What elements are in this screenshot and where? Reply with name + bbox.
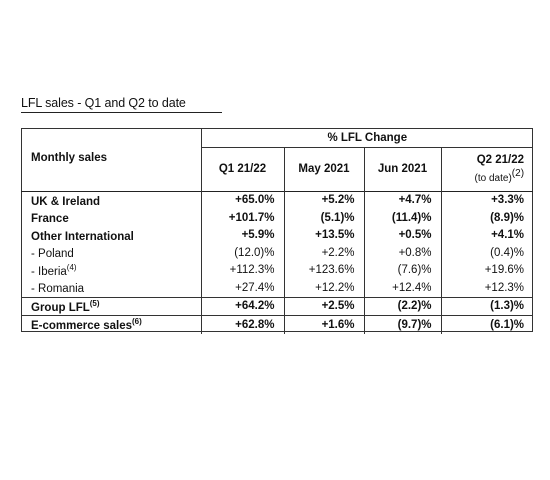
table-row-iberia: - Iberia(4) +112.3% +123.6% (7.6)% +19.6% [21, 261, 534, 280]
group-header-row: % LFL Change [21, 128, 534, 148]
table-cell: (5.1)% [283, 209, 364, 227]
row-footnote: (5) [89, 298, 100, 308]
table-cell: (11.4)% [363, 209, 441, 227]
row-label: France [21, 209, 201, 227]
column-header-jun: Jun 2021 [363, 147, 441, 191]
row-header: Monthly sales [31, 151, 108, 164]
column-header-q2: Q2 21/22 (to date)(2) [440, 147, 534, 191]
table-row-other-international: Other International +5.9% +13.5% +0.5% +4.1% [21, 226, 534, 245]
table-cell: (7.6)% [363, 261, 441, 279]
row-label: - Poland [21, 244, 201, 262]
column-header-q1: Q1 21/22 [200, 147, 284, 191]
table-cell: +12.2% [283, 279, 364, 297]
table-row-romania: - Romania +27.4% +12.2% +12.4% +12.3% [21, 279, 534, 297]
row-label: E-commerce sales(6) [21, 315, 201, 334]
row-label-text: Other International [31, 230, 134, 243]
row-label: Other International [21, 227, 201, 245]
row-label: - Romania [21, 279, 201, 297]
table-cell: +65.0% [200, 190, 284, 209]
table-row-poland: - Poland (12.0)% +2.2% +0.8% (0.4)% [21, 244, 534, 262]
table-cell: (9.7)% [363, 315, 441, 334]
table-cell: +2.5% [283, 296, 364, 316]
table-cell: (12.0)% [200, 244, 284, 262]
table-cell: +4.7% [363, 190, 441, 209]
table-cell: +5.2% [283, 190, 364, 209]
table-cell: (6.1)% [440, 315, 534, 334]
page-title: LFL sales - Q1 and Q2 to date [21, 96, 186, 110]
row-label-text: - Romania [31, 283, 85, 296]
table-cell: +12.4% [363, 279, 441, 297]
table-cell: +4.1% [440, 226, 534, 244]
table-cell: (8.9)% [440, 209, 534, 227]
row-footnote: (6) [132, 317, 142, 327]
row-label: - Iberia(4) [21, 262, 201, 280]
table-row-group-lfl: Group LFL(5) +64.2% +2.5% (2.2)% (1.3)% [21, 296, 534, 316]
row-label-text: - Poland [31, 248, 74, 261]
table-cell: +19.6% [440, 261, 534, 279]
table-cell: +62.8% [200, 315, 284, 334]
table-cell: +27.4% [200, 279, 284, 297]
table-cell: (2.2)% [363, 296, 441, 316]
table-cell: (0.4)% [440, 244, 534, 262]
table-cell: +13.5% [283, 226, 364, 244]
row-label-text: Group LFL [31, 301, 90, 314]
table-cell: +0.5% [363, 226, 441, 244]
table-cell: +64.2% [200, 296, 284, 316]
column-header-q2-label: Q2 21/22 [476, 153, 525, 166]
lfl-sales-table: % LFL Change Monthly sales Q1 21/22 May … [21, 128, 534, 334]
row-label: Group LFL(5) [21, 296, 201, 316]
table-cell: +1.6% [283, 315, 364, 334]
table-row-france: France +101.7% (5.1)% (11.4)% (8.9)% [21, 209, 534, 227]
table-cell: +0.8% [363, 244, 441, 262]
table-cell: +12.3% [440, 279, 534, 297]
column-header-q2-footnote: (2) [511, 167, 525, 179]
table-cell: (1.3)% [440, 296, 534, 316]
column-header-row: Monthly sales Q1 21/22 May 2021 Jun 2021… [21, 147, 534, 191]
column-header-q2-note: (to date) [474, 172, 512, 184]
row-footnote: (4) [66, 262, 77, 272]
group-header: % LFL Change [200, 128, 534, 148]
column-header-may: May 2021 [283, 147, 364, 191]
table-row-uk-ireland: UK & Ireland +65.0% +5.2% +4.7% +3.3% [21, 190, 534, 209]
table-cell: +2.2% [283, 244, 364, 262]
table-cell: +3.3% [440, 190, 534, 209]
row-label-text: E-commerce sales [31, 320, 133, 333]
row-label-text: France [31, 213, 69, 226]
row-label-text: - Iberia [31, 265, 67, 278]
table-cell: +123.6% [283, 261, 364, 279]
table-cell: +5.9% [200, 226, 284, 244]
table-cell: +101.7% [200, 209, 284, 227]
row-label: UK & Ireland [21, 190, 201, 209]
row-label-text: UK & Ireland [31, 195, 101, 208]
title-underline [21, 112, 222, 113]
table-cell: +112.3% [200, 261, 284, 279]
table-row-e-commerce-sales: E-commerce sales(6) +62.8% +1.6% (9.7)% (6.1… [21, 315, 534, 334]
